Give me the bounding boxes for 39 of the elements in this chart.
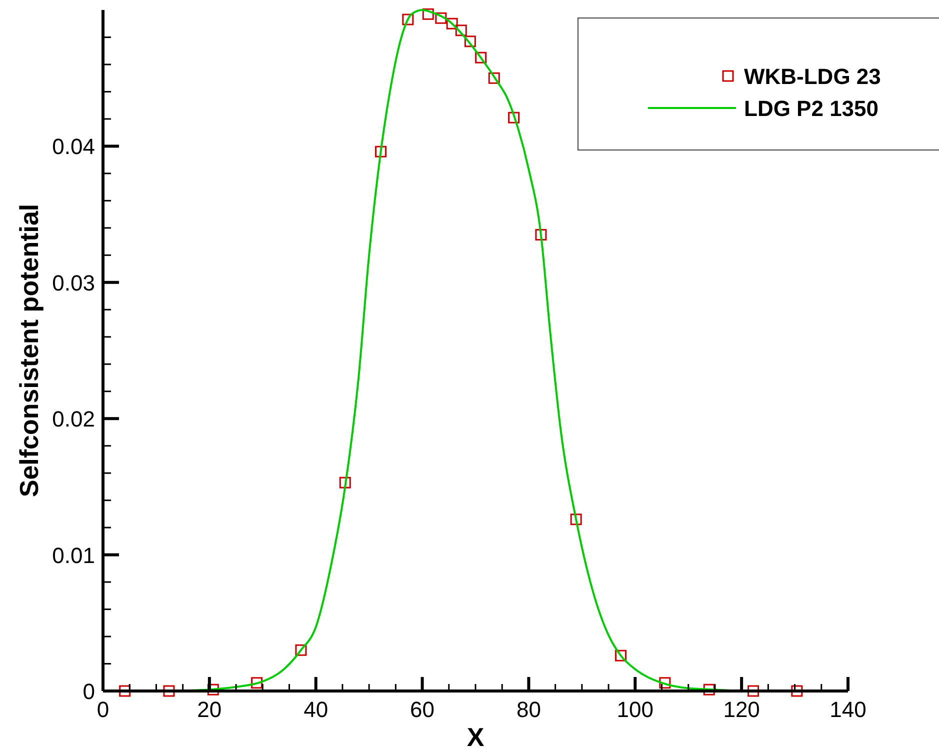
x-tick-label: 80 xyxy=(516,697,541,722)
point xyxy=(402,14,414,26)
point xyxy=(748,685,760,697)
legend-label: LDG P2 1350 xyxy=(744,96,879,121)
point xyxy=(703,684,715,696)
point xyxy=(455,24,467,36)
x-tick-label: 140 xyxy=(830,697,866,722)
x-tick-label: 20 xyxy=(197,697,222,722)
point xyxy=(163,685,175,697)
x-tick-label: 40 xyxy=(304,697,328,722)
point xyxy=(535,228,547,240)
x-tick-label: 100 xyxy=(616,697,654,722)
y-tick-label: 0.01 xyxy=(52,542,95,568)
point xyxy=(615,650,627,662)
point xyxy=(295,644,307,656)
point xyxy=(119,685,131,697)
legend-label: WKB-LDG 23 xyxy=(744,64,881,89)
point xyxy=(508,112,520,124)
point xyxy=(251,677,263,689)
point xyxy=(464,36,476,48)
x-tick-label: 60 xyxy=(410,697,435,722)
point xyxy=(435,12,447,24)
point xyxy=(446,18,458,30)
x-tick-label: 120 xyxy=(723,697,760,722)
point xyxy=(488,72,500,84)
point xyxy=(375,146,387,158)
point xyxy=(207,684,219,696)
point xyxy=(659,677,671,689)
point xyxy=(791,685,803,697)
y-axis-title: Selfconsistent potential xyxy=(14,204,44,498)
x-axis-title: X xyxy=(466,722,485,750)
point xyxy=(570,514,582,526)
y-tick-label: 0.02 xyxy=(52,406,95,432)
point xyxy=(339,476,351,488)
y-tick-label: 0.03 xyxy=(52,270,95,296)
point xyxy=(422,8,434,20)
point xyxy=(475,52,487,64)
y-tick-label: 0.04 xyxy=(52,134,95,160)
y-tick-label: 0 xyxy=(82,679,95,704)
